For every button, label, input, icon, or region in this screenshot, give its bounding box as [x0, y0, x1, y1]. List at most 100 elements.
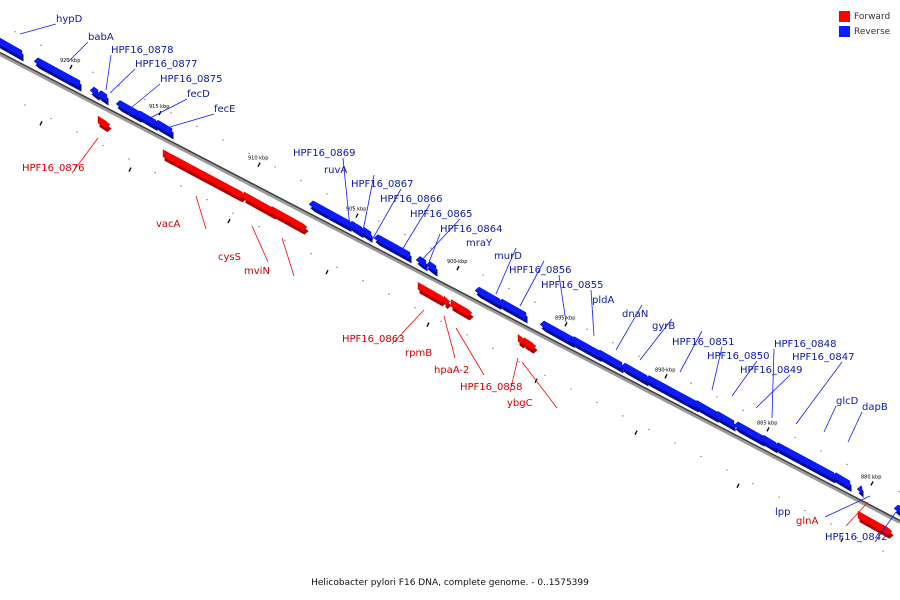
track-dot [700, 455, 702, 458]
gene-glcd[interactable]: glcD [823, 396, 859, 492]
gene-arrow [162, 149, 246, 199]
gene-hpf16-0848[interactable]: HPF16_0848 [759, 339, 836, 454]
gene-hpf16-0849[interactable]: HPF16_0849 [733, 365, 802, 447]
gene-hpf16-0856[interactable]: HPF16_0856 [509, 265, 575, 348]
gene-leader [509, 357, 519, 393]
gene-leader [169, 113, 215, 128]
gene-label: HPF16_0876 [22, 163, 84, 174]
tick-label: 920 kbp [60, 58, 80, 64]
gene-hpf16-0869[interactable]: HPF16_0869 [293, 148, 355, 232]
track-dot [622, 415, 624, 417]
track-dot [508, 287, 510, 290]
gene-arrow [417, 282, 446, 303]
gene-label: cysS [218, 252, 241, 263]
gene-leader [521, 361, 558, 409]
tick-mark [766, 427, 770, 432]
gene-cyss[interactable]: cysS [218, 191, 280, 263]
gene-leader [109, 68, 136, 94]
gene-hpaa-2[interactable]: hpaA-2 [434, 299, 485, 376]
gene-fece[interactable]: fecE [153, 104, 236, 140]
track-dot [196, 125, 198, 128]
gene-rpmb[interactable]: rpmB [405, 295, 456, 359]
gene-arrow [97, 115, 111, 129]
gene-leader [558, 274, 567, 323]
tick-mark [325, 269, 329, 275]
track-dot [778, 496, 780, 498]
gene-hpf16-0866[interactable]: HPF16_0866 [373, 194, 442, 264]
gene-label: HPF16_0865 [410, 209, 472, 220]
gene-arrow [359, 226, 372, 240]
gene-dapb[interactable]: dapB [847, 402, 888, 499]
gene-label: HPF16_0877 [135, 59, 197, 70]
gene-vaca[interactable]: vacA [156, 149, 247, 230]
tick-mark [736, 483, 740, 489]
gene-fecd[interactable]: fecD [135, 89, 210, 132]
gene-leader [824, 495, 871, 518]
track-dot [414, 307, 416, 309]
tick-mark [355, 213, 359, 218]
gene-plda[interactable]: pldA [592, 295, 643, 374]
gene-leader [639, 318, 673, 361]
gene-leader [105, 54, 112, 91]
gene-hpf16-0850[interactable]: HPF16_0850 [707, 351, 769, 432]
tick-mark [664, 374, 668, 379]
gene-mray[interactable]: mraY [466, 238, 517, 310]
track-dot [118, 85, 120, 87]
track-dot [180, 185, 182, 187]
tick-label: 900 kbp [447, 259, 467, 265]
gene-arrow [89, 86, 99, 98]
track-dot [560, 315, 562, 317]
gene-hpf16-0875[interactable]: HPF16_0875 [115, 74, 222, 123]
legend-reverse-label: Reverse [854, 26, 891, 37]
track-dot [232, 212, 234, 214]
gene-baba[interactable]: babA [33, 32, 114, 92]
gene-lpp[interactable]: lpp [775, 495, 900, 521]
track-dot [284, 239, 286, 241]
track-dot [570, 388, 572, 390]
gene-arrow [443, 295, 451, 306]
gene-hpf16-0865[interactable]: HPF16_0865 [410, 209, 472, 272]
gene-arrow [450, 299, 473, 317]
gene-arrow [373, 234, 411, 260]
gene-label: glcD [836, 396, 859, 407]
gene-leader [455, 327, 485, 376]
gene-arrow [0, 37, 23, 58]
gene-hpf16-0851[interactable]: HPF16_0851 [672, 337, 734, 423]
track-dot [898, 490, 900, 493]
gene-ruva[interactable]: ruvA [324, 165, 375, 239]
gene-hpf16-0858[interactable]: HPF16_0858 [460, 333, 528, 393]
gene-ybgc[interactable]: ybgC [507, 337, 558, 409]
track-dot [102, 144, 104, 147]
gene-dnan[interactable]: dnaN [620, 309, 673, 387]
tick-mark [128, 167, 132, 172]
gene-hpf16-0876[interactable]: HPF16_0876 [22, 115, 112, 174]
gene-gyrb[interactable]: gyrB [644, 321, 703, 413]
track-dot [14, 31, 16, 33]
track-dot [690, 382, 692, 385]
gene-hpf16-0847[interactable]: HPF16_0847 [773, 352, 854, 484]
gene-label: babA [88, 32, 114, 43]
track-dot [492, 347, 494, 350]
gene-label: fecE [214, 104, 236, 115]
gene-hpf16-0877[interactable]: HPF16_0877 [96, 59, 197, 106]
gene-arrow [523, 337, 537, 350]
gene-arrow [415, 256, 427, 268]
track-dot [274, 166, 276, 168]
gene-hpf16-0867[interactable]: HPF16_0867 [351, 179, 413, 243]
gene-mvin[interactable]: mviN [244, 206, 309, 277]
gene-murd[interactable]: murD [494, 251, 545, 324]
gene-hpf16-0864[interactable]: HPF16_0864 [425, 224, 502, 277]
gene-leader [679, 330, 703, 373]
track-dot [768, 423, 770, 425]
gene-arrow [733, 421, 764, 444]
gene-leader [519, 260, 545, 307]
gene-hypd[interactable]: hypD [0, 14, 83, 62]
gene-hpf16-0855[interactable]: HPF16_0855 [541, 280, 603, 362]
gene-label: HPF16_0864 [440, 224, 502, 235]
gene-glna[interactable]: glnA [796, 501, 894, 539]
gene-label: HPF16_0849 [740, 365, 802, 376]
gene-leader [251, 225, 269, 263]
track-dot [596, 401, 598, 404]
gene-hpf16-0863[interactable]: HPF16_0863 [342, 282, 447, 345]
gene-arrow [33, 57, 81, 88]
